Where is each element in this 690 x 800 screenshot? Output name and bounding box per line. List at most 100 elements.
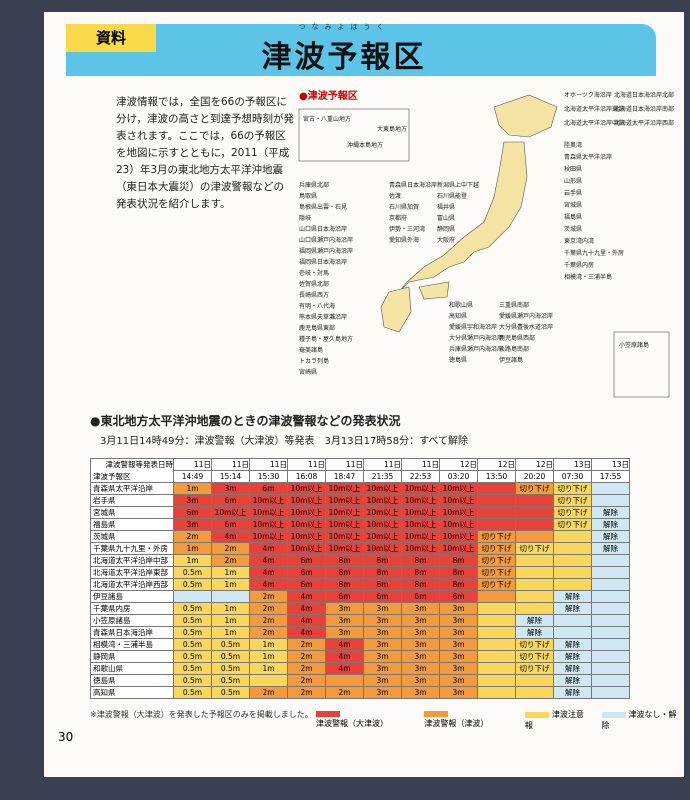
level-cell: 3m (173, 518, 212, 531)
shikoku (418, 281, 450, 300)
level-cell: 切り下げ (477, 578, 516, 591)
table-row: 北海道太平洋沿岸中部 1m 2m 4m 6m 8m 8m 8m 8m 切り下げ (90, 554, 630, 567)
map-label: 秋田県 (564, 165, 582, 173)
map-label: 山口県日本海沿岸 (299, 225, 347, 233)
level-cell: 10m以上 (401, 482, 440, 495)
level-cell (477, 686, 516, 699)
level-cell (515, 566, 554, 579)
map-label: 兵庫県瀬戸内海沿岸 (449, 345, 503, 353)
level-cell: 6m (287, 578, 326, 591)
level-cell: 2m (249, 590, 288, 603)
level-cell: 解除 (553, 602, 592, 615)
map-label: 岩手県 (564, 189, 582, 197)
level-cell: 0.5m (173, 686, 212, 699)
level-cell (515, 530, 554, 543)
level-cell: 10m以上 (287, 518, 326, 531)
level-cell: 2m (249, 686, 288, 699)
level-cell: 10m以上 (287, 542, 326, 555)
map-label: 壱岐・対馬 (299, 269, 329, 277)
map-label: 高知県 (449, 312, 467, 320)
level-cell: 4m (249, 542, 288, 555)
level-cell: 0.5m (211, 638, 250, 651)
map-label: 山形県 (564, 177, 582, 185)
level-cell: 0.5m (211, 650, 250, 663)
level-cell (591, 686, 630, 699)
level-cell: 切り下げ (515, 542, 554, 555)
legend-label: 津波注意報 (524, 710, 584, 730)
level-cell: 切り下げ (515, 650, 554, 663)
map-title: ●津波予報区 (299, 89, 358, 102)
level-cell: 0.5m (173, 674, 212, 687)
time-cell: 13:50 (477, 470, 516, 483)
map-label: 愛知県外海 (389, 236, 419, 244)
map-label: 沖縄本島地方 (347, 141, 383, 149)
level-cell (553, 578, 592, 591)
level-cell (515, 578, 554, 591)
date-cell: 11日 (363, 458, 402, 471)
level-cell: 10m以上 (401, 506, 440, 519)
level-cell: 10m以上 (363, 494, 402, 507)
map-label: 大分県豊後水道沿岸 (499, 323, 553, 331)
map-label: 伊勢・三河湾 (389, 225, 425, 233)
level-cell: 4m (325, 650, 364, 663)
level-cell: 2m (287, 674, 326, 687)
level-cell (515, 518, 554, 531)
level-cell: 8m (439, 578, 478, 591)
map-label: 大東島地方 (377, 125, 407, 133)
level-cell: 10m以上 (363, 506, 402, 519)
map-label: 熊本県天草灘沿岸 (299, 313, 347, 321)
level-cell (477, 518, 516, 531)
level-cell: 10m以上 (439, 518, 478, 531)
level-cell (553, 614, 592, 627)
level-cell: 0.5m (211, 662, 250, 675)
level-cell: 4m (325, 638, 364, 651)
book-page: 資料 つなみよほうく 津波予報区 津波情報では，全国を66の予報区に分け，津波の… (44, 12, 684, 777)
level-cell: 切り下げ (515, 482, 554, 495)
level-cell: 8m (363, 566, 402, 579)
level-cell: 10m以上 (439, 530, 478, 543)
level-cell: 解除 (515, 626, 554, 639)
level-cell: 3m (401, 614, 440, 627)
level-cell: 切り下げ (553, 518, 592, 531)
level-cell (591, 650, 630, 663)
level-cell: 10m以上 (325, 482, 364, 495)
region-cell: 千葉県九十九里・外房 (90, 542, 174, 555)
map-label: 福岡県日本海沿岸 (299, 258, 347, 266)
level-cell: 3m (325, 614, 364, 627)
level-cell: 1m (211, 578, 250, 591)
header-row: 津波予報区 14:49 15:14 15:30 16:08 18:47 21:35 22:53… (90, 470, 630, 483)
legend-swatch (601, 711, 626, 718)
level-cell: 解除 (515, 614, 554, 627)
level-cell: 3m (363, 614, 402, 627)
level-cell (173, 590, 212, 603)
level-cell: 切り下げ (553, 482, 592, 495)
map-label: 淡路島南部 (499, 345, 529, 353)
level-cell: 6m (173, 506, 212, 519)
region-cell: 北海道太平洋沿岸東部 (90, 566, 174, 579)
table-row: 千葉県九十九里・外房 1m 2m 4m 10m以上 10m以上 10m以上 10m以上 10m以… (90, 542, 630, 555)
level-cell (553, 530, 592, 543)
level-cell: 0.5m (173, 566, 212, 579)
level-cell: 3m (325, 602, 364, 615)
warning-table: 津波警報等発表日時 11日 11日 11日 11日 11日 11日 11日 12日 12日 12日 1… (90, 458, 630, 699)
region-cell: 徳島県 (90, 674, 174, 687)
map-label: 北海道日本海沿岸北部 (614, 91, 674, 99)
level-cell (591, 674, 630, 687)
level-cell: 切り下げ (515, 638, 554, 651)
corner-cell: 津波予報区 (90, 470, 174, 483)
level-cell (591, 566, 630, 579)
region-cell: 伊豆諸島 (90, 590, 174, 603)
level-cell: 6m (287, 566, 326, 579)
time-cell: 16:08 (287, 470, 326, 483)
table-row: 和歌山県 0.5m 0.5m 1m 2m 4m 3m 3m 3m 切り下げ 解除 (90, 662, 630, 675)
map-label: 青森県太平洋沿岸 (564, 153, 612, 161)
level-cell: 0.5m (173, 662, 212, 675)
map-label: 隠岐 (299, 214, 311, 222)
level-cell: 1m (173, 482, 212, 495)
level-cell (477, 590, 516, 603)
level-cell: 8m (401, 578, 440, 591)
level-cell: 4m (211, 530, 250, 543)
level-cell (515, 554, 554, 567)
level-cell: 3m (401, 686, 440, 699)
level-cell (477, 662, 516, 675)
